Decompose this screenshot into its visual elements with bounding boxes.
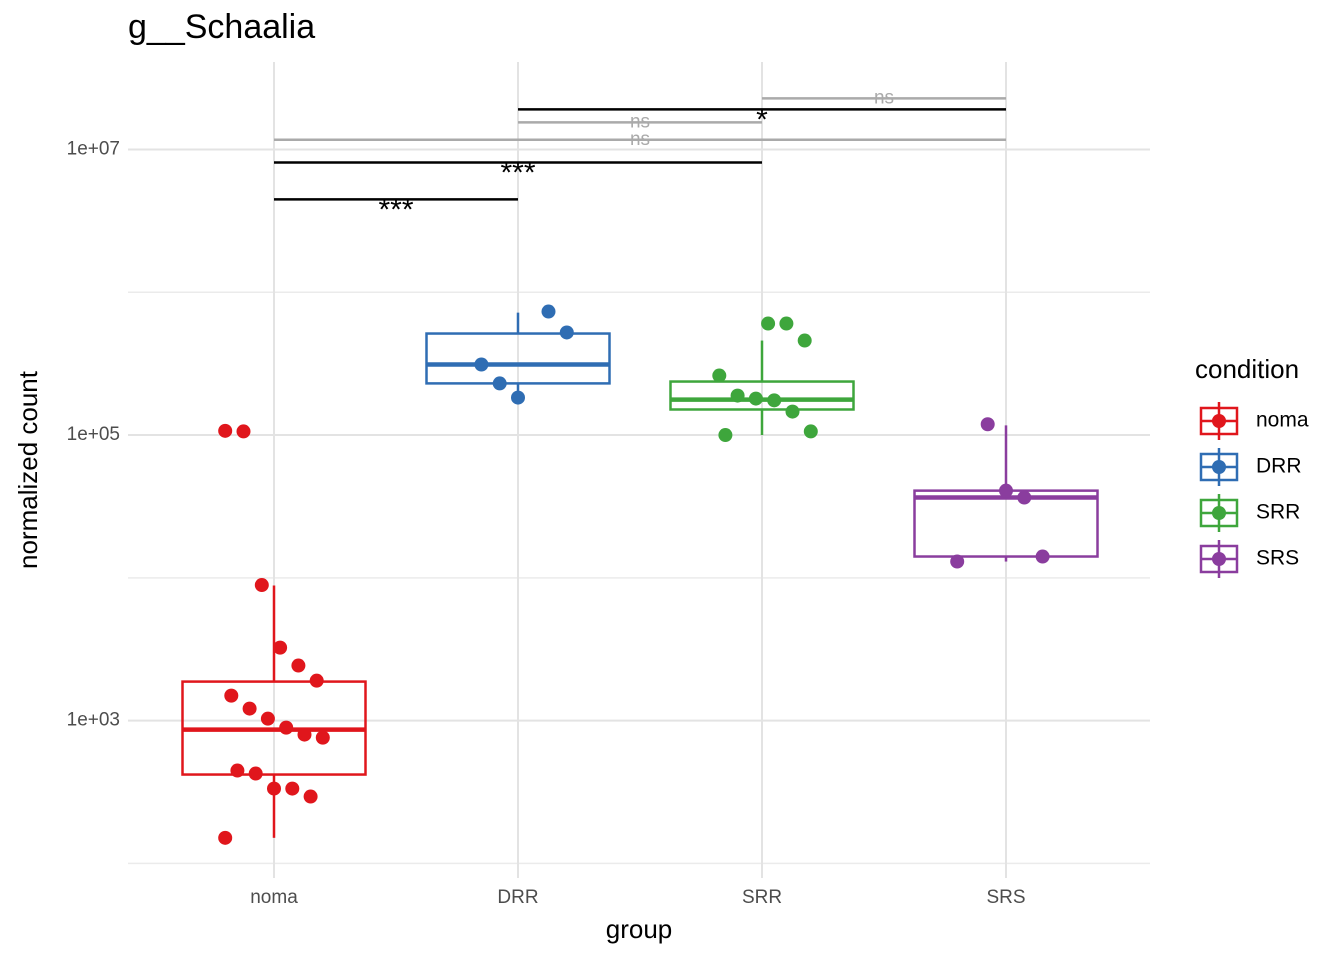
point bbox=[999, 483, 1013, 498]
point bbox=[242, 701, 257, 716]
x-tick-label: SRR bbox=[742, 887, 782, 908]
point bbox=[236, 424, 251, 439]
point bbox=[248, 766, 263, 781]
point bbox=[730, 388, 745, 403]
point bbox=[230, 763, 245, 778]
x-axis-label: group bbox=[606, 914, 673, 944]
point bbox=[767, 393, 782, 408]
point bbox=[297, 727, 312, 742]
point bbox=[785, 404, 800, 419]
point bbox=[718, 428, 733, 443]
point bbox=[303, 789, 318, 804]
point bbox=[541, 304, 556, 319]
point bbox=[950, 554, 965, 569]
x-tick-label: DRR bbox=[497, 887, 538, 908]
point bbox=[980, 417, 995, 432]
legend-label: SRR bbox=[1256, 501, 1300, 524]
point bbox=[254, 578, 269, 593]
y-tick-label: 1e+05 bbox=[67, 424, 120, 445]
comparison-label: ns bbox=[874, 87, 894, 108]
point bbox=[1035, 549, 1050, 564]
point bbox=[285, 781, 300, 796]
point bbox=[218, 423, 233, 438]
point bbox=[279, 720, 294, 735]
box bbox=[669, 380, 855, 411]
point bbox=[559, 325, 574, 340]
point bbox=[761, 316, 776, 331]
box bbox=[425, 332, 611, 385]
point bbox=[797, 333, 812, 348]
point bbox=[748, 391, 763, 406]
x-tick-label: noma bbox=[250, 887, 298, 908]
comparison-label: ns bbox=[630, 111, 650, 132]
chart-title: g__Schaalia bbox=[128, 8, 315, 46]
point bbox=[273, 640, 288, 655]
legend-title: condition bbox=[1195, 354, 1299, 384]
legend-label: noma bbox=[1256, 409, 1309, 432]
point bbox=[803, 424, 818, 439]
point bbox=[492, 376, 507, 391]
legend-key-point bbox=[1212, 552, 1226, 566]
x-tick-label: SRS bbox=[986, 887, 1025, 908]
point bbox=[315, 730, 330, 745]
legend-key-point bbox=[1212, 506, 1226, 520]
y-axis-label: normalized count bbox=[13, 370, 43, 569]
point bbox=[779, 316, 794, 331]
comparison-label: ns bbox=[630, 129, 650, 150]
legend-label: SRS bbox=[1256, 547, 1299, 570]
point bbox=[511, 390, 525, 405]
y-tick-label: 1e+03 bbox=[67, 710, 120, 731]
legend-label: DRR bbox=[1256, 455, 1302, 478]
point bbox=[260, 711, 275, 726]
legend-key-point bbox=[1212, 460, 1226, 474]
comparison-label: *** bbox=[500, 156, 535, 189]
point bbox=[474, 357, 489, 372]
comparison-label: * bbox=[756, 103, 768, 136]
y-tick-label: 1e+07 bbox=[67, 139, 120, 160]
point bbox=[1017, 490, 1032, 505]
point bbox=[712, 368, 727, 383]
point bbox=[218, 830, 233, 845]
point bbox=[309, 673, 324, 688]
point bbox=[291, 658, 306, 673]
comparison-label: *** bbox=[378, 193, 413, 226]
point bbox=[224, 688, 239, 703]
legend-key-point bbox=[1212, 414, 1226, 428]
point bbox=[267, 781, 281, 796]
